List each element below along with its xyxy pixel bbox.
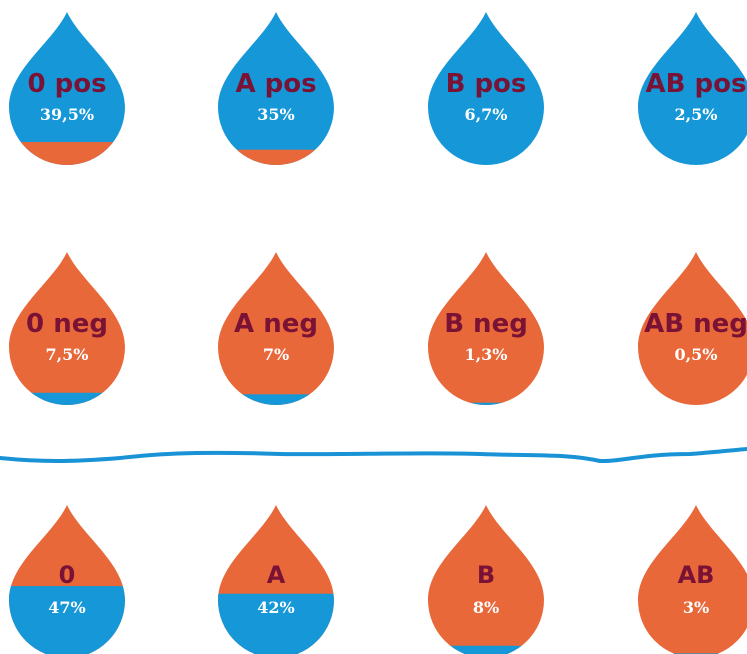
blood-drop: A pos 35% bbox=[218, 12, 334, 165]
drop-label: A neg bbox=[234, 309, 318, 339]
drop-percent: 47% bbox=[48, 598, 85, 617]
drop-label: 0 bbox=[59, 561, 76, 589]
blood-drop: A 42% bbox=[218, 505, 334, 654]
drop-label: AB bbox=[678, 561, 715, 589]
drop-percent: 7% bbox=[263, 345, 289, 364]
drop-fill-level bbox=[428, 645, 544, 654]
blood-drop: B 8% bbox=[428, 505, 544, 654]
drop-percent: 35% bbox=[257, 105, 294, 124]
drop-fill-level bbox=[428, 402, 544, 405]
drop-percent: 8% bbox=[473, 598, 499, 617]
blood-drop: AB pos 2,5% bbox=[638, 12, 747, 165]
blood-drop: A neg 7% bbox=[218, 252, 334, 405]
blood-drop: 0 pos 39,5% bbox=[9, 12, 125, 165]
drop-fill-level bbox=[218, 394, 334, 405]
drop-label: 0 pos bbox=[27, 69, 106, 99]
drop-label: B neg bbox=[444, 309, 528, 339]
drop-fill-level bbox=[9, 392, 125, 405]
drop-percent: 1,3% bbox=[464, 345, 507, 364]
drop-percent: 6,7% bbox=[464, 105, 507, 124]
drop-label: AB pos bbox=[646, 69, 747, 99]
drop-shape bbox=[638, 252, 747, 405]
drop-shape bbox=[218, 252, 334, 405]
drop-shape bbox=[9, 12, 125, 165]
drop-percent: 0,5% bbox=[674, 345, 717, 364]
drop-shape bbox=[218, 12, 334, 165]
drop-percent: 2,5% bbox=[674, 105, 717, 124]
drop-label: A bbox=[267, 561, 286, 589]
drop-label: B pos bbox=[446, 69, 527, 99]
wavy-divider bbox=[0, 447, 747, 464]
drop-shape bbox=[638, 12, 747, 165]
drop-percent: 42% bbox=[257, 598, 294, 617]
drop-percent: 7,5% bbox=[45, 345, 88, 364]
drop-label: A pos bbox=[235, 69, 316, 99]
drop-shape bbox=[428, 252, 544, 405]
blood-drop: AB neg 0,5% bbox=[638, 252, 747, 405]
drop-label: AB neg bbox=[644, 309, 747, 339]
drop-fill-level bbox=[9, 142, 125, 165]
drops-layer: 0 pos 39,5% A pos 35% B pos 6,7% AB pos 2,5% 0 n… bbox=[9, 12, 747, 654]
drop-percent: 39,5% bbox=[40, 105, 94, 124]
drop-shape bbox=[638, 505, 747, 654]
blood-drop: AB 3% bbox=[638, 505, 747, 654]
drop-shape bbox=[428, 505, 544, 654]
drop-shape bbox=[428, 12, 544, 165]
blood-drop: B neg 1,3% bbox=[428, 252, 544, 405]
drop-fill-level bbox=[9, 586, 125, 654]
blood-drop: B pos 6,7% bbox=[428, 12, 544, 165]
drop-shape bbox=[9, 252, 125, 405]
blood-drop: 0 neg 7,5% bbox=[9, 252, 125, 405]
blood-drop: 047% bbox=[9, 505, 125, 654]
drop-label: B bbox=[477, 561, 495, 589]
drop-fill-level bbox=[218, 149, 334, 165]
drop-label: 0 neg bbox=[26, 309, 108, 339]
drop-percent: 3% bbox=[683, 598, 709, 617]
